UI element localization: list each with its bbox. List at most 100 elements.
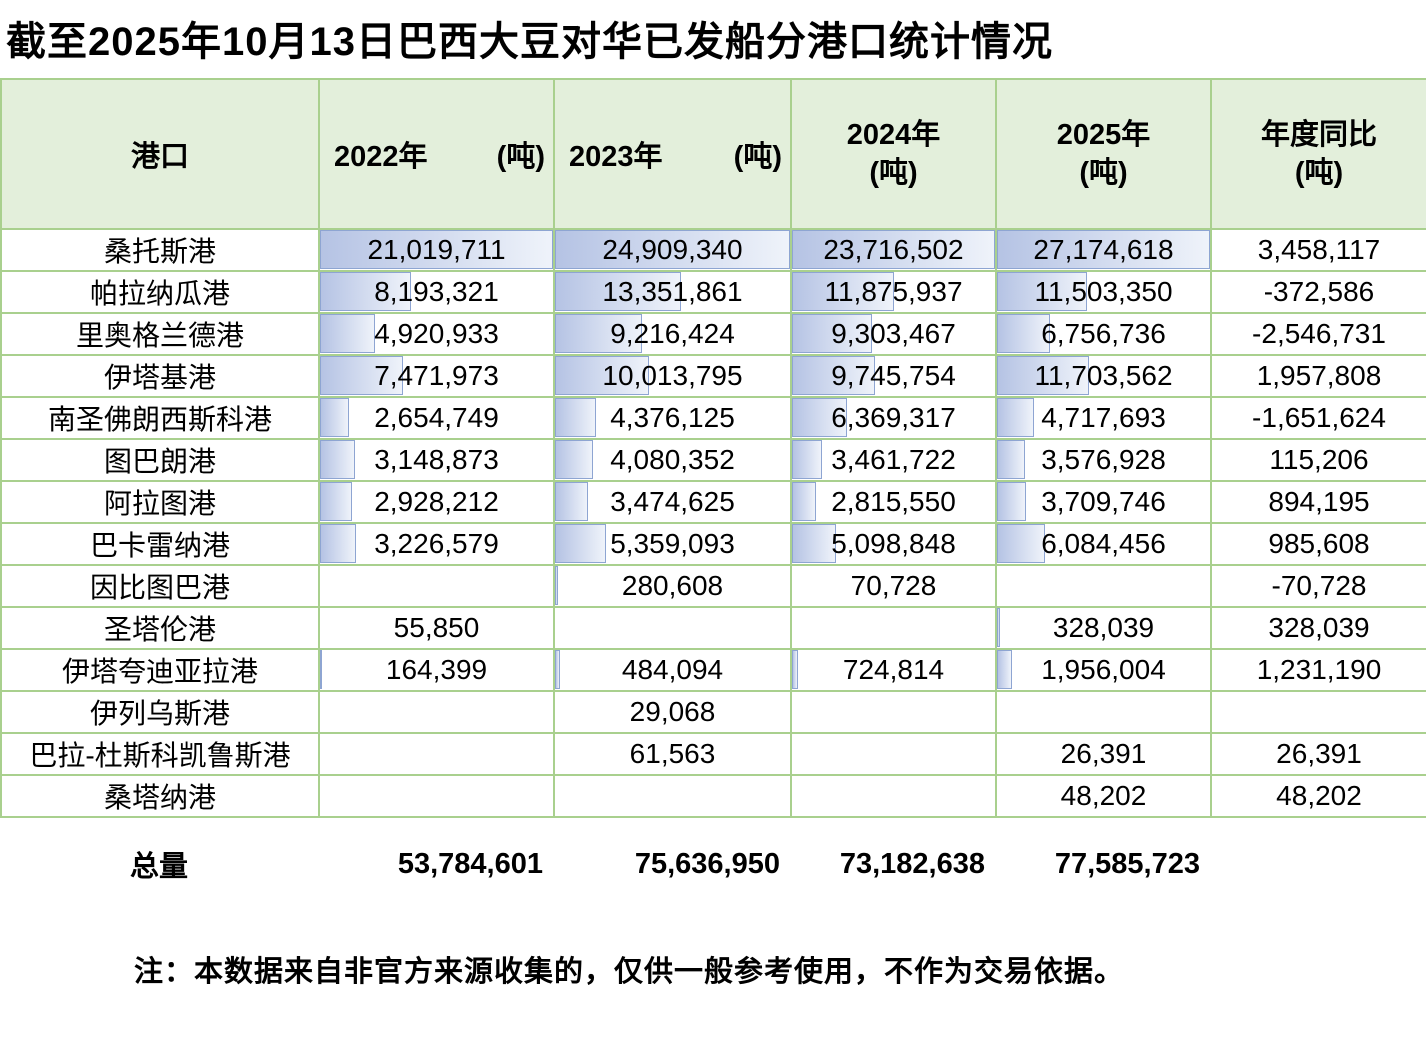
value-cell-yoy: 894,195 [1210, 480, 1426, 524]
table-row: 里奥格兰德港 4,920,933 9,216,424 9,303,467 6,756,7… [0, 312, 1426, 356]
table-row: 桑托斯港 21,019,711 24,909,340 23,716,502 27,174… [0, 228, 1426, 272]
value-cell-2025: 1,956,004 [995, 648, 1212, 692]
col-header-yoy: 年度同比 (吨) [1210, 78, 1426, 230]
value-cell-2022: 55,850 [318, 606, 555, 650]
cell-value: -70,728 [1271, 570, 1367, 601]
total-2022: 53,784,601 [397, 847, 543, 880]
cell-value: 55,850 [393, 612, 480, 643]
header-yoy-label: 年度同比 [1260, 119, 1377, 151]
table-row: 巴拉-杜斯科凯鲁斯港 61,563 26,391 26,391 [0, 732, 1426, 776]
col-header-2024: 2024年 (吨) [790, 78, 997, 230]
value-cell-yoy: 115,206 [1210, 438, 1426, 482]
cell-value: 61,563 [629, 738, 716, 769]
table-row: 巴卡雷纳港 3,226,579 5,359,093 5,098,848 6,084,45… [0, 522, 1426, 566]
cell-value: 6,084,456 [1041, 528, 1166, 559]
cell-value: 1,956,004 [1041, 654, 1166, 685]
data-bar [556, 273, 681, 311]
data-bar [556, 315, 642, 353]
value-cell-2023: 4,080,352 [553, 438, 792, 482]
table-row: 伊塔基港 7,471,973 10,013,795 9,745,754 11,703,5… [0, 354, 1426, 398]
data-bar [998, 441, 1026, 479]
value-cell-2023: 13,351,861 [553, 270, 792, 314]
data-bar [998, 399, 1034, 437]
cell-value: 48,202 [1060, 780, 1147, 811]
header-yoy-unit: (吨) [1294, 157, 1344, 189]
value-cell-2024: 2,815,550 [790, 480, 997, 524]
cell-value: 3,461,722 [831, 444, 956, 475]
value-cell-yoy: 328,039 [1210, 606, 1426, 650]
port-name-cell: 里奥格兰德港 [0, 312, 320, 356]
table-row: 圣塔伦港 55,850 328,039 328,039 [0, 606, 1426, 650]
header-2025-unit: (吨) [1079, 157, 1128, 189]
data-bar [321, 231, 552, 269]
value-cell-2022 [318, 564, 555, 608]
data-bar [793, 315, 872, 353]
cell-value: 115,206 [1269, 444, 1369, 475]
cell-value: 21,019,711 [367, 234, 506, 265]
total-label: 总量 [129, 851, 188, 883]
cell-value: 6,756,736 [1041, 318, 1166, 349]
cell-value: 10,013,795 [602, 360, 743, 391]
cell-value: 13,351,861 [602, 276, 743, 307]
header-2022-year: 2022年 [334, 141, 428, 173]
value-cell-2023 [553, 606, 792, 650]
cell-value: 724,814 [842, 654, 945, 685]
cell-value: 29,068 [629, 696, 716, 727]
col-header-2022: 2022年 (吨) [318, 78, 555, 230]
port-name-cell: 桑托斯港 [0, 228, 320, 272]
header-2023-year: 2023年 [569, 141, 663, 173]
col-header-port: 港口 [0, 78, 320, 230]
value-cell-yoy: 1,957,808 [1210, 354, 1426, 398]
value-cell-2022 [318, 732, 555, 776]
header-2025-year: 2025年 [1056, 119, 1151, 151]
header-2023-unit: (吨) [733, 141, 782, 173]
cell-value: 70,728 [850, 570, 937, 601]
data-bar [998, 483, 1027, 521]
value-cell-2023: 280,608 [553, 564, 792, 608]
cell-value: 27,174,618 [1033, 234, 1174, 265]
value-cell-yoy: 985,608 [1210, 522, 1426, 566]
data-bar [321, 273, 411, 311]
cell-value: 11,703,562 [1034, 360, 1173, 391]
value-cell-2022 [318, 690, 555, 734]
value-cell-2023: 9,216,424 [553, 312, 792, 356]
data-bar [556, 357, 650, 395]
value-cell-2023: 24,909,340 [553, 228, 792, 272]
cell-value: 3,474,625 [610, 486, 735, 517]
cell-value: 48,202 [1276, 780, 1362, 811]
data-bar [793, 441, 822, 479]
data-bar [793, 273, 894, 311]
port-name-cell: 桑塔纳港 [0, 774, 320, 818]
value-cell-2024: 9,303,467 [790, 312, 997, 356]
value-cell-2023: 5,359,093 [553, 522, 792, 566]
value-cell-yoy [1210, 690, 1426, 734]
value-cell-2024: 724,814 [790, 648, 997, 692]
value-cell-2025: 26,391 [995, 732, 1212, 776]
value-cell-2025 [995, 690, 1212, 734]
cell-value: 23,716,502 [823, 234, 964, 265]
header-2024-unit: (吨) [869, 157, 918, 189]
data-bar [998, 525, 1045, 563]
cell-value: 9,745,754 [831, 360, 956, 391]
value-cell-2023: 61,563 [553, 732, 792, 776]
cell-value: 280,608 [621, 570, 724, 601]
data-bar [793, 483, 817, 521]
value-cell-2025 [995, 564, 1212, 608]
value-cell-2024 [790, 732, 997, 776]
data-bar [556, 567, 558, 605]
value-cell-2023: 29,068 [553, 690, 792, 734]
total-2024: 73,182,638 [839, 847, 985, 880]
port-name-cell: 巴卡雷纳港 [0, 522, 320, 566]
cell-value: 894,195 [1268, 486, 1370, 517]
cell-value: 3,226,579 [374, 528, 499, 559]
header-2024-year: 2024年 [846, 119, 941, 151]
value-cell-2022: 3,148,873 [318, 438, 555, 482]
value-cell-2024 [790, 606, 997, 650]
value-cell-2025: 3,709,746 [995, 480, 1212, 524]
data-bar [793, 651, 799, 689]
value-cell-2023 [553, 774, 792, 818]
value-cell-yoy: -70,728 [1210, 564, 1426, 608]
data-bar [321, 651, 322, 689]
table-header: 港口 2022年 (吨) 2023年 (吨) 2024年 [0, 78, 1426, 230]
value-cell-2023: 10,013,795 [553, 354, 792, 398]
